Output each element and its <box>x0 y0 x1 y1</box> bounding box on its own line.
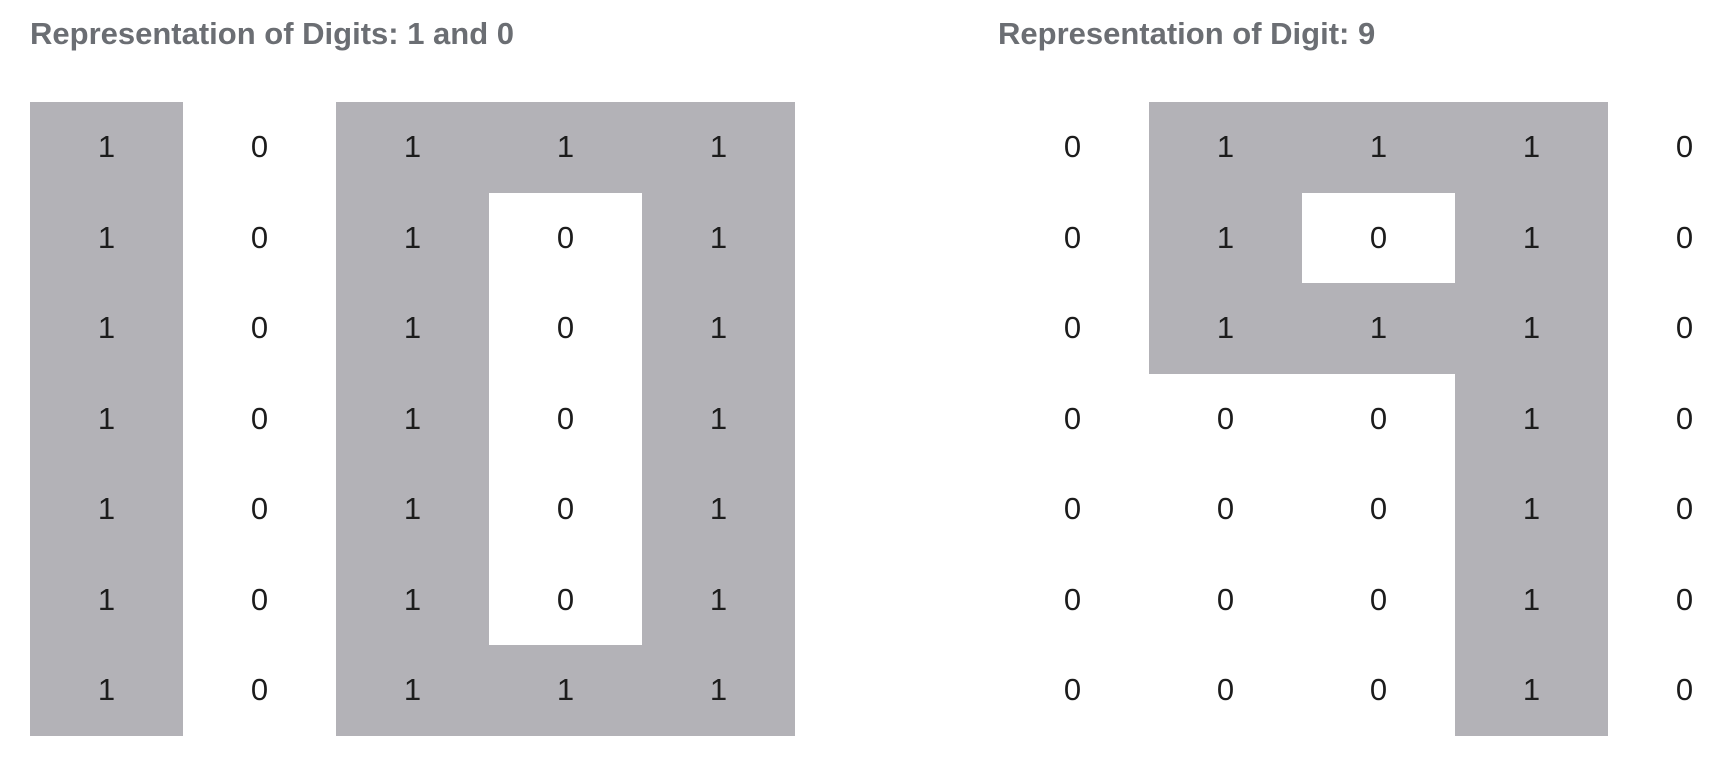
bit-cell: 0 <box>1063 400 1082 436</box>
bit-cell: 0 <box>1369 491 1388 527</box>
bit-cell: 1 <box>336 192 489 283</box>
bit-cell: 0 <box>1369 581 1388 617</box>
bit-cell: 0 <box>1063 672 1082 708</box>
bit-cell: 0 <box>1675 581 1694 617</box>
bit-cell: 0 <box>1216 400 1235 436</box>
bit-cell: 1 <box>1455 192 1608 283</box>
bit-cell: 0 <box>1675 310 1694 346</box>
bit-cell: 1 <box>336 283 489 374</box>
panel-title: Representation of Digits: 1 and 0 <box>30 16 515 51</box>
bit-cell: 1 <box>1455 554 1608 645</box>
bit-cell: 1 <box>1455 464 1608 555</box>
bit-cell: 0 <box>1216 581 1235 617</box>
bit-cell: 1 <box>1455 645 1608 736</box>
bit-cell: 1 <box>1302 102 1455 193</box>
bit-cell: 1 <box>642 283 795 374</box>
bit-cell: 0 <box>250 310 269 346</box>
bit-cell: 0 <box>1675 400 1694 436</box>
bit-cell: 0 <box>250 672 269 708</box>
bit-cell: 1 <box>30 554 183 645</box>
bit-cell: 1 <box>336 464 489 555</box>
bit-cell: 1 <box>30 283 183 374</box>
bit-cell: 1 <box>642 192 795 283</box>
bit-cell: 0 <box>1675 672 1694 708</box>
bit-cell: 1 <box>1455 283 1608 374</box>
bit-cell: 0 <box>556 310 575 346</box>
bit-cell: 0 <box>1369 219 1388 255</box>
bit-cell: 0 <box>1063 129 1082 165</box>
bit-cell: 1 <box>30 192 183 283</box>
bit-cell: 1 <box>1149 102 1302 193</box>
bit-cell: 0 <box>1675 219 1694 255</box>
bit-cell: 0 <box>1063 310 1082 346</box>
bit-cell: 0 <box>556 400 575 436</box>
bit-cell: 1 <box>30 464 183 555</box>
bit-cell: 1 <box>642 102 795 193</box>
bit-cell: 0 <box>1216 491 1235 527</box>
bit-cell: 0 <box>1063 581 1082 617</box>
bit-cell: 0 <box>556 491 575 527</box>
bit-cell: 1 <box>1302 283 1455 374</box>
bit-cell: 0 <box>1063 219 1082 255</box>
bit-cell: 1 <box>30 645 183 736</box>
bit-cell: 0 <box>250 219 269 255</box>
bit-cell: 1 <box>489 102 642 193</box>
bit-cell: 0 <box>556 219 575 255</box>
bit-cell: 0 <box>1675 491 1694 527</box>
bit-cell: 1 <box>336 645 489 736</box>
bit-cell: 0 <box>250 581 269 617</box>
bit-cell: 1 <box>1455 102 1608 193</box>
bit-cell: 1 <box>642 464 795 555</box>
panel-title: Representation of Digit: 9 <box>998 16 1376 51</box>
bit-cell: 0 <box>250 491 269 527</box>
bit-cell: 1 <box>336 102 489 193</box>
bit-cell: 1 <box>1149 283 1302 374</box>
bit-cell: 0 <box>1216 672 1235 708</box>
bit-cell: 1 <box>642 645 795 736</box>
bit-cell: 0 <box>556 581 575 617</box>
bit-cell: 1 <box>1455 373 1608 464</box>
bit-cell: 0 <box>1063 491 1082 527</box>
bit-cell: 1 <box>489 645 642 736</box>
bit-cell: 0 <box>1675 129 1694 165</box>
bit-cell: 1 <box>1149 192 1302 283</box>
bit-cell: 0 <box>250 400 269 436</box>
bit-cell: 1 <box>30 373 183 464</box>
bit-cell: 0 <box>1369 672 1388 708</box>
bit-cell: 1 <box>336 373 489 464</box>
bit-cell: 1 <box>642 554 795 645</box>
bit-cell: 1 <box>336 554 489 645</box>
bit-cell: 1 <box>30 102 183 193</box>
bit-cell: 1 <box>642 373 795 464</box>
bit-cell: 0 <box>250 129 269 165</box>
bit-cell: 0 <box>1369 400 1388 436</box>
